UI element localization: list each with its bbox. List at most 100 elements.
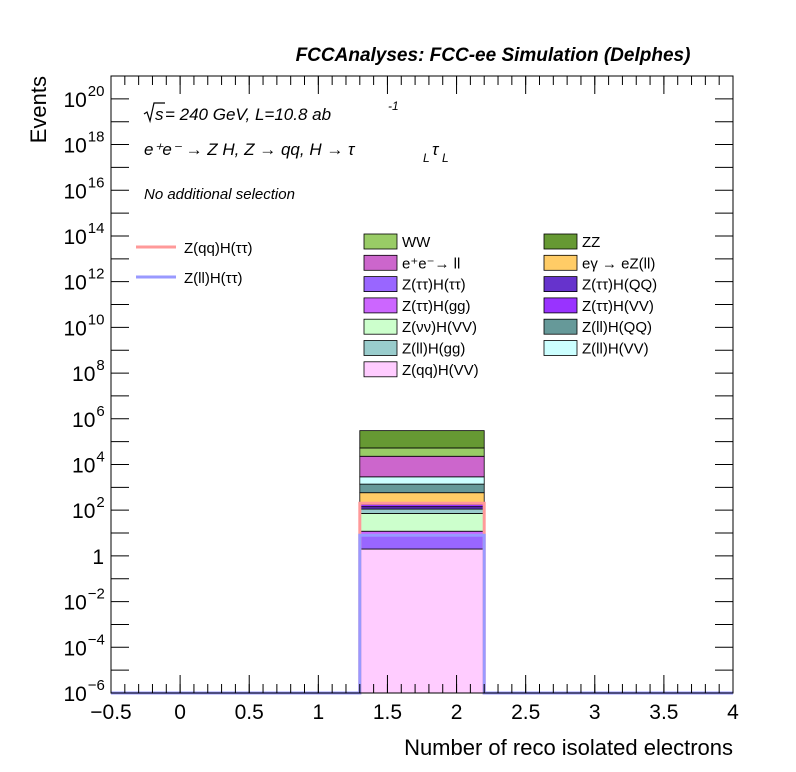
legend-swatch-z-ll-h-gg [363,340,398,356]
legend-label: Z(ττ)H(VV) [582,298,654,315]
legend-signal: Z(qq)H(ττ) Z(ll)H(ττ) [136,240,253,287]
y-tick-label-exponent: 6 [96,403,104,420]
y-tick-label-exponent: 4 [96,448,104,465]
y-tick-label-base: 10 [63,272,86,295]
bar-z-h [359,534,485,550]
plot-frame [110,75,734,694]
legend-swatch-e-e-ll [363,254,398,271]
bar-z-ll-h-gg [359,508,485,514]
y-tick-label: 10 6 [72,403,105,432]
y-tick-label: 10 2 [72,494,105,523]
y-tick-label-exponent: 18 [88,129,105,146]
y-tick-label: 10 4 [72,448,105,477]
y-tick-label: 10 −6 [63,677,104,706]
legend-label: Z(ll)H(VV) [582,341,649,358]
process-subscript-1: L [423,151,430,165]
y-tick-label-base: 10 [63,89,86,112]
x-tick-label: 1 [312,701,324,724]
y-tick-label-base: 10 [63,637,86,660]
y-tick-label: 10 20 [63,83,104,112]
legend-label: e⁺e⁻→ ll [402,255,460,272]
chart-title: FCCAnalyses: FCC-ee Simulation (Delphes) [296,45,691,66]
y-tick-label-exponent: −6 [88,677,105,694]
x-axis-label: Number of reco isolated electrons [404,735,733,760]
y-tick-label-base: 10 [72,454,95,477]
legend-swatch-e-ez-ll [543,254,578,271]
legend-label: ZZ [582,234,600,251]
y-tick-label: 10 −4 [63,631,104,660]
legend-swatch-z-h-qq [543,276,578,293]
bar-zz [359,430,485,449]
legend-label: Z(ll)H(gg) [402,341,465,358]
x-tick-label: 1.5 [373,701,402,724]
y-tick-label: 1 [92,546,104,569]
energy-superscript: -1 [388,99,399,113]
legend-swatch-z-h-vv [543,297,578,314]
energy-s: s [155,105,164,124]
y-tick-label-base: 10 [63,592,86,615]
y-tick-label-text: 1 [92,546,104,569]
y-tick-label-base: 10 [63,135,86,158]
legend-swatch-z-ll-h-qq [543,318,578,335]
legend-label: Z(ττ)H(QQ) [582,277,657,294]
y-tick-label-exponent: 10 [88,311,105,328]
y-tick-label-base: 10 [63,226,86,249]
y-tick-label-base: 10 [72,500,95,523]
bar-z-h-vv [359,513,485,532]
legend-label: WW [402,234,431,251]
legend-swatch-z-ll-h-vv [543,340,578,356]
y-tick-label: 10 18 [63,129,104,158]
legend-label: Z(ll)H(QQ) [582,319,652,336]
y-tick-label-base: 10 [63,180,86,203]
legend-swatch-z-qq-h-vv [363,361,398,378]
legend-label: Z(ττ)H(gg) [402,298,471,315]
y-tick-label-exponent: 16 [88,174,105,191]
x-tick-label: 2.5 [511,701,540,724]
bar-e-e-ll [359,455,485,478]
bar-z-qq-h-vv [359,548,485,694]
x-tick-label: 3.5 [649,701,678,724]
x-axis: −0.5 0 0.5 1 1.5 2 2.5 3 3.5 4 [90,76,739,724]
y-tick-label-base: 10 [63,683,86,706]
energy-text: = 240 GeV, L=10.8 ab [165,105,331,124]
y-tick-label-exponent: 14 [88,220,105,237]
legend-label: eγ → eZ(ll) [582,255,655,272]
y-tick-label-exponent: 20 [88,83,105,100]
legend-label: Z(νν)H(VV) [402,319,477,336]
y-tick-label: 10 12 [63,266,104,295]
y-tick-label-exponent: −4 [88,631,105,648]
legend-swatch-z-h-vv [363,318,398,335]
x-tick-label: 4 [727,701,739,724]
selection-annotation: No additional selection [144,186,295,203]
legend-backgrounds: WW ZZ e⁺e⁻→ ll eγ → eZ(ll) Z(ττ)H(ττ) Z(ττ)H(… [363,233,657,379]
legend-swatch-zz [543,233,578,250]
legend-line-label: Z(ll)H(ττ) [184,270,243,287]
y-tick-label: 10 −2 [63,586,104,615]
y-tick-label-exponent: 8 [96,357,104,374]
stack-bars [359,430,485,694]
y-tick-label: 10 10 [63,311,104,340]
bar-z-ll-h-qq [359,483,485,494]
y-tick-label-base: 10 [72,409,95,432]
legend-swatch-ww [363,233,398,250]
y-tick-label-base: 10 [72,363,95,386]
y-tick-label: 10 16 [63,174,104,203]
y-axis-label: Events [26,76,51,143]
legend-line-label: Z(qq)H(ττ) [184,240,253,257]
process-annotation: e⁺e⁻ → Z H, Z → qq, H → τ L τ L [144,140,449,165]
legend-label: Z(qq)H(VV) [402,362,479,379]
y-tick-label-exponent: 12 [88,266,105,283]
y-tick-label-base: 10 [63,317,86,340]
sqrt-sign [143,102,165,124]
process-text: e⁺e⁻ → Z H, Z → qq, H → τ [144,140,356,159]
y-tick-label: 10 14 [63,220,104,249]
energy-annotation: s = 240 GeV, L=10.8 ab -1 [143,99,399,124]
legend-swatch-z-h [363,276,398,293]
x-tick-label: 3 [589,701,601,724]
y-tick-label-exponent: 2 [96,494,104,511]
bar-ww [359,447,485,457]
x-tick-label: 0 [174,701,186,724]
x-tick-label: −0.5 [90,701,131,724]
process-tau-2: τ [432,140,440,159]
